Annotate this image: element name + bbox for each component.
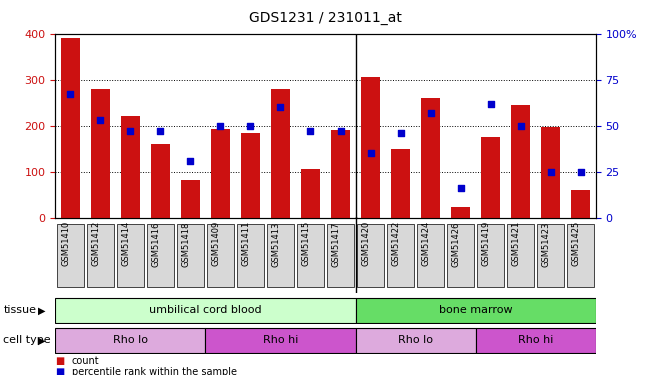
Text: tissue: tissue	[3, 305, 36, 315]
Point	[245, 123, 256, 129]
Point	[575, 169, 586, 175]
Bar	[150, 144, 170, 218]
Bar	[90, 89, 110, 218]
Text: GSM51418: GSM51418	[182, 221, 191, 267]
Bar	[61, 38, 80, 218]
FancyBboxPatch shape	[387, 224, 414, 287]
Text: count: count	[72, 356, 99, 366]
Text: GSM51423: GSM51423	[542, 221, 551, 267]
Text: GSM51417: GSM51417	[331, 221, 340, 267]
Text: GSM51411: GSM51411	[242, 221, 251, 267]
Point	[395, 130, 406, 136]
Text: GSM51416: GSM51416	[152, 221, 160, 267]
Bar	[181, 180, 200, 218]
Bar	[301, 169, 320, 217]
Text: ▶: ▶	[38, 305, 46, 315]
FancyBboxPatch shape	[87, 224, 114, 287]
Bar	[271, 89, 290, 218]
Text: GSM51412: GSM51412	[91, 221, 100, 267]
Bar	[541, 126, 561, 218]
Text: GSM51426: GSM51426	[452, 221, 461, 267]
FancyBboxPatch shape	[55, 298, 355, 323]
Text: GSM51410: GSM51410	[61, 221, 70, 267]
Text: percentile rank within the sample: percentile rank within the sample	[72, 367, 236, 375]
FancyBboxPatch shape	[117, 224, 144, 287]
Text: ▶: ▶	[38, 335, 46, 345]
Point	[516, 123, 526, 129]
Point	[275, 104, 286, 110]
FancyBboxPatch shape	[207, 224, 234, 287]
FancyBboxPatch shape	[57, 224, 84, 287]
Text: GSM51422: GSM51422	[391, 221, 400, 267]
Text: GSM51409: GSM51409	[212, 221, 221, 267]
Text: bone marrow: bone marrow	[439, 305, 512, 315]
FancyBboxPatch shape	[327, 224, 354, 287]
Point	[155, 128, 165, 134]
Text: GSM51420: GSM51420	[361, 221, 370, 267]
Bar	[421, 98, 440, 218]
Bar	[120, 116, 140, 218]
FancyBboxPatch shape	[177, 224, 204, 287]
Text: GDS1231 / 231011_at: GDS1231 / 231011_at	[249, 11, 402, 25]
Text: GSM51421: GSM51421	[512, 221, 521, 267]
FancyBboxPatch shape	[206, 328, 355, 353]
FancyBboxPatch shape	[355, 328, 476, 353]
Text: GSM51425: GSM51425	[572, 221, 581, 267]
Bar	[481, 137, 501, 218]
Text: GSM51424: GSM51424	[422, 221, 430, 267]
Text: umbilical cord blood: umbilical cord blood	[149, 305, 262, 315]
Text: GSM51414: GSM51414	[121, 221, 130, 267]
FancyBboxPatch shape	[355, 298, 596, 323]
Text: Rho hi: Rho hi	[263, 335, 298, 345]
Point	[186, 158, 196, 164]
Bar	[391, 148, 410, 217]
Text: Rho lo: Rho lo	[113, 335, 148, 345]
Bar	[451, 207, 470, 218]
FancyBboxPatch shape	[567, 224, 594, 287]
FancyBboxPatch shape	[267, 224, 294, 287]
FancyBboxPatch shape	[447, 224, 474, 287]
FancyBboxPatch shape	[357, 224, 384, 287]
Bar	[241, 132, 260, 218]
Point	[305, 128, 316, 134]
FancyBboxPatch shape	[55, 328, 206, 353]
Point	[425, 110, 436, 116]
FancyBboxPatch shape	[147, 224, 174, 287]
FancyBboxPatch shape	[477, 224, 504, 287]
Text: Rho hi: Rho hi	[518, 335, 553, 345]
Text: Rho lo: Rho lo	[398, 335, 433, 345]
FancyBboxPatch shape	[507, 224, 534, 287]
Point	[335, 128, 346, 134]
Bar	[511, 105, 531, 218]
Point	[546, 169, 556, 175]
Text: GSM51413: GSM51413	[271, 221, 281, 267]
FancyBboxPatch shape	[237, 224, 264, 287]
FancyBboxPatch shape	[297, 224, 324, 287]
Bar	[331, 130, 350, 218]
Point	[486, 100, 496, 106]
Text: ■: ■	[55, 367, 64, 375]
FancyBboxPatch shape	[476, 328, 596, 353]
Bar	[571, 190, 590, 217]
Point	[125, 128, 135, 134]
FancyBboxPatch shape	[537, 224, 564, 287]
Point	[215, 123, 226, 129]
Point	[65, 92, 76, 98]
Bar	[211, 129, 230, 218]
Text: ■: ■	[55, 356, 64, 366]
Text: cell type: cell type	[3, 335, 51, 345]
FancyBboxPatch shape	[417, 224, 444, 287]
Point	[365, 150, 376, 156]
Point	[456, 185, 466, 191]
Text: GSM51415: GSM51415	[301, 221, 311, 267]
Point	[95, 117, 105, 123]
Text: GSM51419: GSM51419	[482, 221, 491, 267]
Bar	[361, 77, 380, 218]
